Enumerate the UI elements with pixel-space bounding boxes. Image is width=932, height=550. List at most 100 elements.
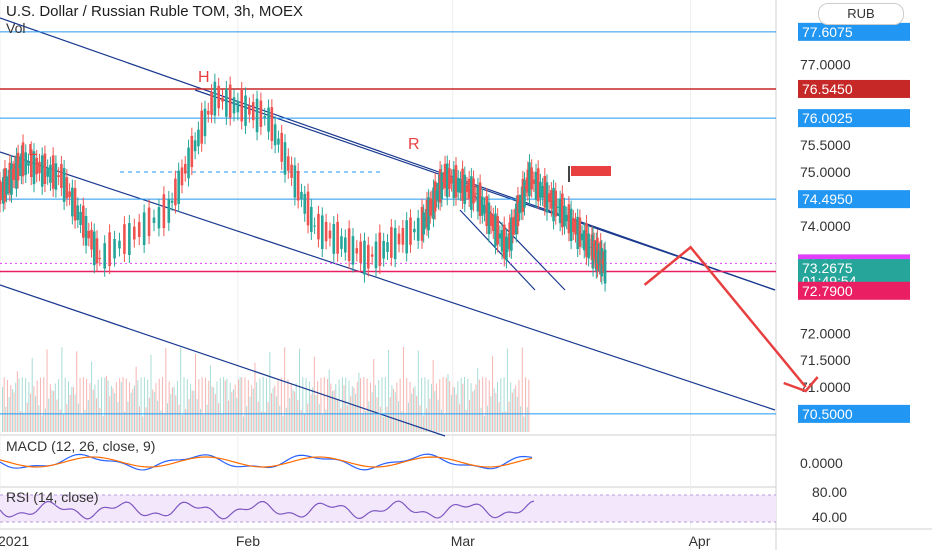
candle-body — [128, 223, 131, 255]
volume-bar — [295, 383, 297, 432]
candle-body — [213, 81, 217, 116]
candle-body — [49, 164, 52, 183]
volume-bar — [472, 391, 474, 432]
volume-bar — [518, 380, 520, 432]
volume-label: Vol — [6, 20, 26, 36]
volume-bar — [439, 379, 441, 432]
y-tick-label: 75.5000 — [800, 137, 851, 153]
candle-body — [530, 167, 533, 190]
candle-body — [280, 132, 284, 162]
volume-bar — [434, 391, 436, 432]
volume-bar — [282, 415, 284, 432]
candle-body — [556, 206, 560, 209]
candle-body — [303, 193, 307, 214]
volume-bar — [272, 388, 274, 432]
candle-body — [290, 164, 293, 178]
candle-body — [521, 178, 525, 213]
candle-body — [498, 233, 502, 239]
candle-body — [567, 204, 571, 234]
volume-bar — [473, 389, 475, 432]
candle-body — [343, 237, 347, 253]
volume-bar — [444, 414, 446, 432]
volume-bar — [290, 384, 292, 432]
volume-bar — [528, 379, 530, 432]
volume-bar — [101, 377, 102, 432]
candle-body — [569, 208, 573, 242]
volume-bar — [218, 403, 220, 432]
volume-bar — [406, 378, 408, 432]
candle-body — [558, 198, 562, 224]
volume-bar — [54, 383, 56, 432]
volume-bar — [478, 379, 480, 432]
volume-bar — [299, 348, 300, 432]
volume-bar — [251, 385, 253, 432]
candle-body — [340, 236, 343, 249]
macd-tick-label: 0.0000 — [800, 455, 843, 471]
volume-bar — [383, 416, 385, 432]
volume-bar — [134, 385, 135, 432]
volume-bar — [171, 387, 173, 432]
volume-bar — [186, 379, 188, 432]
volume-bar — [460, 377, 462, 432]
x-tick-label: Mar — [451, 533, 475, 549]
x-tick-label: Feb — [236, 533, 260, 549]
volume-bar — [421, 377, 423, 432]
volume-bar — [242, 416, 244, 432]
candle-body — [442, 180, 445, 182]
candle-body — [0, 190, 3, 193]
volume-bar — [279, 405, 281, 432]
rsi-line — [0, 500, 535, 520]
trendline — [0, 284, 446, 437]
candle-body — [38, 161, 41, 174]
volume-bar — [384, 377, 386, 432]
volume-bar — [64, 377, 66, 432]
volume-bar — [335, 384, 337, 432]
volume-bar — [82, 377, 84, 432]
candle-body — [206, 110, 210, 115]
candle-body — [259, 100, 263, 127]
currency-button[interactable]: RUB — [818, 3, 904, 25]
volume-bar — [482, 377, 484, 432]
volume-bar — [412, 387, 414, 432]
volume-bar — [345, 377, 347, 432]
candle-body — [200, 110, 203, 144]
volume-bar — [49, 384, 51, 432]
candle-body — [437, 183, 440, 202]
volume-bar — [307, 403, 309, 432]
volume-bar — [162, 377, 164, 432]
volume-bar — [409, 381, 411, 432]
candle-body — [300, 191, 303, 200]
candle-body — [416, 217, 420, 241]
candle-body — [62, 168, 66, 202]
candle-body — [310, 206, 313, 232]
volume-bar — [115, 382, 117, 432]
volume-bar — [219, 377, 221, 432]
volume-bar — [371, 392, 373, 432]
candle-body — [8, 162, 12, 194]
volume-bar — [308, 381, 310, 432]
volume-bar — [343, 385, 345, 432]
volume-bar — [468, 400, 470, 432]
volume-bar — [25, 378, 27, 432]
volume-bar — [31, 357, 33, 432]
candle-body — [32, 151, 36, 185]
volume-bar — [475, 384, 477, 432]
volume-bar — [196, 399, 198, 432]
volume-bar — [129, 382, 131, 432]
volume-bar — [72, 387, 74, 432]
candle-body — [76, 205, 80, 221]
volume-bar — [399, 378, 401, 432]
volume-bar — [181, 414, 183, 432]
candle-body — [203, 108, 207, 137]
volume-bar — [373, 359, 375, 432]
volume-bar — [464, 377, 465, 432]
volume-bar — [389, 397, 391, 432]
candle-body — [142, 212, 146, 246]
volume-bar — [424, 377, 426, 432]
volume-bar — [56, 399, 58, 432]
volume-bar — [365, 411, 366, 432]
volume-bar — [262, 377, 264, 432]
volume-bar — [38, 405, 40, 432]
volume-bar — [33, 386, 35, 432]
